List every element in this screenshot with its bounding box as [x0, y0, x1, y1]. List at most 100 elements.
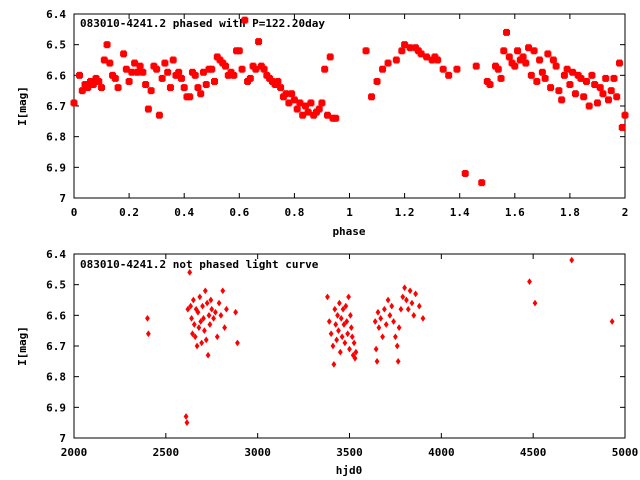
data-point	[122, 65, 130, 73]
data-point	[417, 50, 425, 58]
data-point	[552, 62, 560, 70]
data-point	[188, 302, 194, 310]
y-tick-label: 7	[59, 192, 66, 205]
data-point	[560, 71, 568, 79]
data-point	[395, 357, 401, 365]
data-point	[374, 357, 380, 365]
data-point	[166, 84, 174, 92]
data-point	[257, 62, 265, 70]
data-point	[398, 305, 404, 313]
data-point	[136, 62, 144, 70]
data-point	[198, 318, 204, 325]
data-point	[340, 305, 346, 313]
data-point	[610, 74, 618, 82]
data-point	[133, 68, 141, 76]
data-point	[547, 84, 555, 92]
data-point	[216, 56, 224, 64]
data-point	[431, 53, 439, 61]
data-point	[328, 330, 334, 338]
data-point	[197, 293, 203, 301]
data-point	[574, 71, 582, 79]
data-point	[128, 68, 136, 76]
unphased-tick-marks	[73, 253, 626, 439]
data-point	[563, 65, 571, 73]
data-point	[260, 65, 268, 73]
data-point	[533, 77, 541, 85]
data-point	[190, 330, 195, 338]
data-point	[268, 77, 276, 85]
data-point	[544, 50, 552, 58]
data-point	[155, 111, 163, 119]
x-tick-label: 0.8	[284, 206, 304, 219]
unphased-y-tick-labels: 6.4 6.5 6.6 6.7 6.8 6.9 7	[46, 248, 66, 445]
data-point	[249, 62, 257, 70]
data-point	[185, 305, 191, 313]
data-point	[299, 111, 307, 119]
data-point	[169, 56, 177, 64]
data-point	[411, 311, 417, 319]
data-point	[184, 419, 190, 427]
data-point	[393, 333, 398, 341]
y-tick-label: 6.5	[46, 39, 66, 52]
x-tick-label: 2500	[153, 446, 180, 459]
data-point	[233, 308, 239, 316]
data-point	[530, 47, 538, 55]
data-point	[381, 305, 387, 313]
data-point	[78, 87, 86, 95]
data-point	[92, 74, 100, 82]
data-point	[536, 56, 544, 64]
data-point	[339, 333, 345, 341]
x-tick-label: 0	[71, 206, 78, 219]
data-point	[582, 77, 590, 85]
phased-y-axis-label: I[mag]	[16, 86, 29, 126]
data-point	[336, 327, 341, 335]
data-point	[318, 99, 326, 107]
data-point	[337, 348, 343, 356]
data-point	[241, 16, 249, 24]
data-point	[201, 315, 206, 322]
data-point	[500, 47, 508, 55]
data-point	[341, 321, 347, 328]
data-point	[196, 324, 202, 331]
data-point	[407, 287, 413, 295]
data-point	[445, 71, 453, 79]
data-point	[191, 71, 199, 79]
data-point	[478, 179, 486, 187]
data-point	[312, 108, 320, 116]
data-point	[109, 71, 117, 79]
data-point	[195, 308, 201, 316]
data-point	[266, 74, 274, 82]
data-point	[315, 105, 323, 113]
data-point	[95, 77, 103, 85]
data-point	[503, 28, 511, 36]
data-point	[205, 351, 211, 359]
data-point	[304, 108, 312, 116]
data-point	[111, 74, 119, 82]
data-point	[516, 56, 524, 64]
data-point	[497, 74, 505, 82]
data-point	[420, 315, 426, 322]
data-point	[144, 105, 152, 113]
data-point	[321, 65, 329, 73]
data-point	[588, 71, 596, 79]
data-point	[621, 111, 629, 119]
data-point	[189, 315, 194, 322]
x-tick-label: 3500	[336, 446, 363, 459]
data-point	[486, 81, 494, 89]
data-point	[368, 93, 376, 101]
data-point	[114, 84, 122, 92]
data-point	[593, 99, 601, 107]
data-point	[100, 56, 108, 64]
data-point	[392, 56, 400, 64]
x-tick-label: 1.6	[505, 206, 525, 219]
data-point	[209, 305, 215, 313]
data-point	[211, 77, 219, 85]
data-point	[414, 47, 422, 55]
data-point	[558, 96, 566, 104]
data-point	[203, 336, 209, 344]
data-point	[220, 287, 226, 295]
data-point	[323, 111, 331, 119]
data-point	[380, 333, 385, 341]
data-point	[277, 84, 285, 92]
data-point	[333, 321, 339, 328]
